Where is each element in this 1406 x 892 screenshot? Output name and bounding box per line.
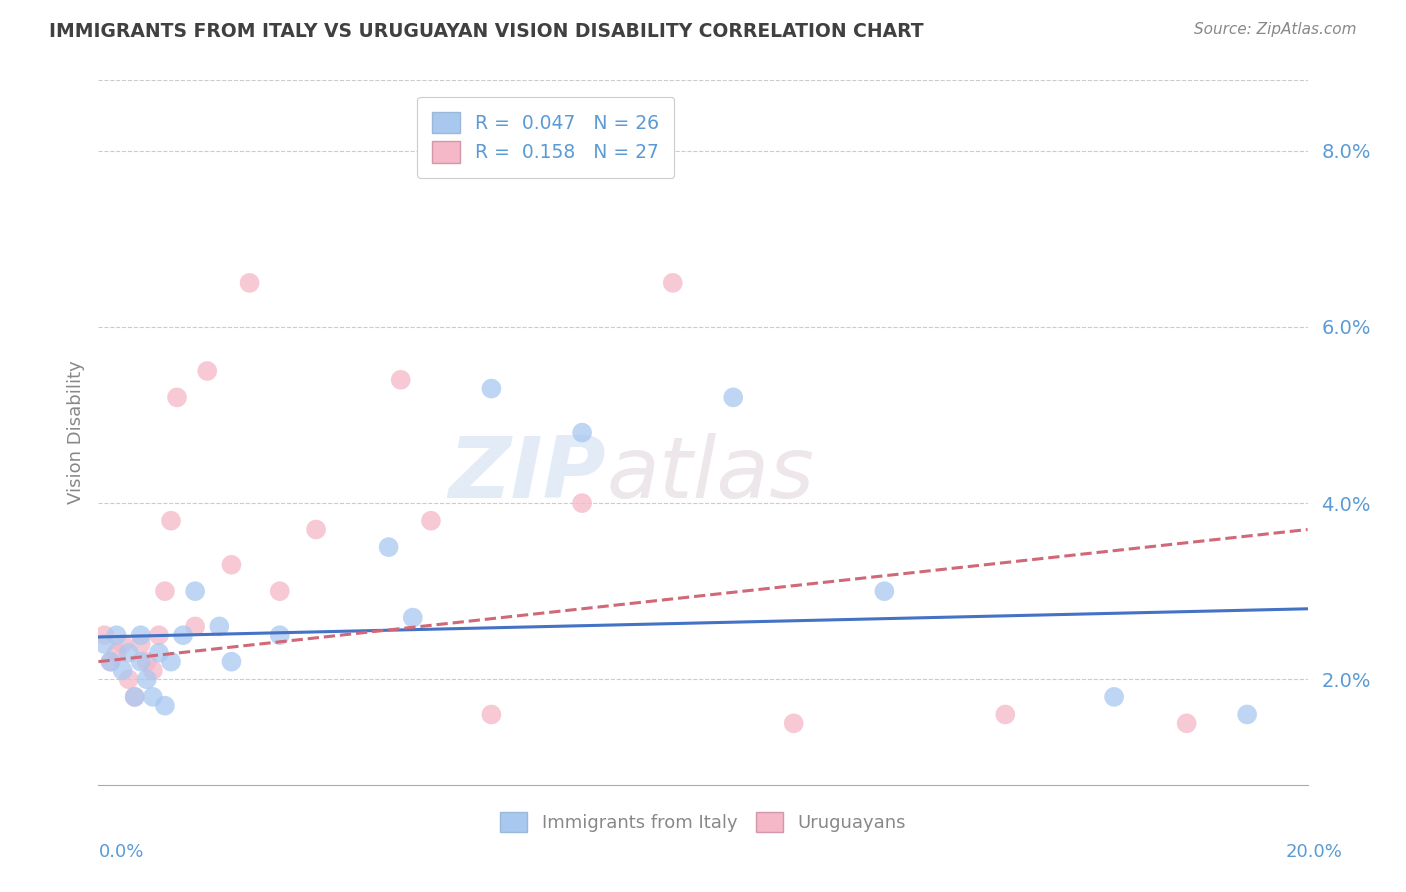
Point	[481, 707, 503, 722]
Point	[124, 690, 146, 704]
Point	[1102, 690, 1125, 704]
Point	[148, 646, 170, 660]
Point	[105, 646, 128, 660]
Point	[124, 690, 146, 704]
Point	[153, 584, 176, 599]
Point	[160, 514, 183, 528]
Point	[118, 673, 141, 687]
Point	[305, 523, 328, 537]
Y-axis label: Vision Disability: Vision Disability	[66, 360, 84, 505]
Point	[571, 496, 593, 510]
Point	[142, 664, 165, 678]
Point	[1236, 707, 1258, 722]
Point	[135, 655, 157, 669]
Point	[873, 584, 896, 599]
Point	[723, 391, 745, 405]
Point	[100, 655, 122, 669]
Text: atlas: atlas	[606, 434, 814, 516]
Point	[420, 514, 443, 528]
Point	[402, 610, 425, 624]
Text: 20.0%: 20.0%	[1286, 843, 1343, 861]
Point	[269, 584, 291, 599]
Text: ZIP: ZIP	[449, 434, 606, 516]
Point	[389, 373, 412, 387]
Legend: Immigrants from Italy, Uruguayans: Immigrants from Italy, Uruguayans	[489, 801, 917, 843]
Text: Source: ZipAtlas.com: Source: ZipAtlas.com	[1194, 22, 1357, 37]
Text: IMMIGRANTS FROM ITALY VS URUGUAYAN VISION DISABILITY CORRELATION CHART: IMMIGRANTS FROM ITALY VS URUGUAYAN VISIO…	[49, 22, 924, 41]
Point	[142, 690, 165, 704]
Point	[1175, 716, 1198, 731]
Point	[221, 558, 243, 572]
Point	[994, 707, 1017, 722]
Point	[100, 655, 122, 669]
Point	[129, 628, 152, 642]
Point	[135, 673, 157, 687]
Point	[105, 628, 128, 642]
Point	[221, 655, 243, 669]
Point	[93, 637, 115, 651]
Point	[208, 619, 231, 633]
Point	[195, 364, 218, 378]
Text: 0.0%: 0.0%	[98, 843, 143, 861]
Point	[571, 425, 593, 440]
Point	[661, 276, 683, 290]
Point	[153, 698, 176, 713]
Point	[172, 628, 194, 642]
Point	[184, 619, 207, 633]
Point	[160, 655, 183, 669]
Point	[481, 382, 503, 396]
Point	[93, 628, 115, 642]
Point	[129, 655, 152, 669]
Point	[783, 716, 806, 731]
Point	[166, 391, 188, 405]
Point	[269, 628, 291, 642]
Point	[118, 646, 141, 660]
Point	[111, 664, 134, 678]
Point	[148, 628, 170, 642]
Point	[184, 584, 207, 599]
Point	[377, 540, 399, 554]
Point	[111, 637, 134, 651]
Point	[239, 276, 262, 290]
Point	[129, 637, 152, 651]
